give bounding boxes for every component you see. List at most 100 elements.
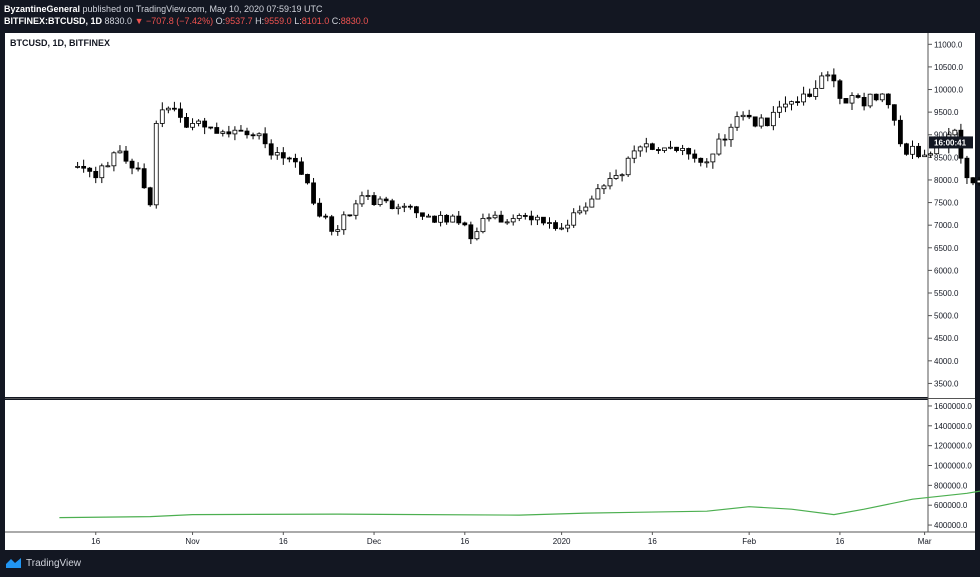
candle-body xyxy=(468,224,474,240)
candle-body xyxy=(323,215,329,218)
price-pane xyxy=(5,33,928,397)
chart-area[interactable]: BTCUSD, 1D, BITFINEX 11000.0 10500.0 10000.… xyxy=(0,30,980,550)
candle-body xyxy=(795,101,800,104)
candle-body xyxy=(710,153,716,163)
candle-body xyxy=(728,126,734,141)
candle-body xyxy=(184,117,189,128)
candle-body xyxy=(438,214,444,223)
candle-body xyxy=(522,215,528,217)
candle-body xyxy=(668,146,673,149)
candle-body xyxy=(898,119,903,145)
candle-body xyxy=(444,214,450,223)
candle-body xyxy=(879,93,885,101)
candle-body xyxy=(734,116,740,128)
candle-body xyxy=(535,216,540,221)
candle-body xyxy=(238,129,244,132)
down-arrow-icon: ▼ xyxy=(134,16,144,26)
candle-body xyxy=(758,117,764,127)
candle-body xyxy=(371,195,377,206)
candle-body xyxy=(964,157,970,179)
candle-body xyxy=(141,168,147,189)
current-price-countdown: 16:00:41 xyxy=(934,138,967,147)
candle-body xyxy=(389,200,395,210)
candle-body xyxy=(740,114,746,118)
candle-body xyxy=(262,133,268,145)
candle-body xyxy=(93,170,99,179)
open-value: 9537.7 xyxy=(225,16,253,26)
high-value: 9559.0 xyxy=(264,16,292,26)
volume-tick-label: 1000000.0 xyxy=(934,462,972,471)
candle-body xyxy=(789,101,794,105)
volume-tick-label: 800000.0 xyxy=(934,481,968,490)
indicator-pane xyxy=(5,400,928,532)
candle-body xyxy=(595,188,601,200)
candle-body xyxy=(970,177,976,184)
candle-body xyxy=(147,187,153,206)
candle-body xyxy=(801,93,806,103)
candle-body xyxy=(619,174,625,177)
candle-body xyxy=(680,148,685,151)
candle-body xyxy=(196,120,202,124)
price-tick-label: 10000.0 xyxy=(934,86,963,95)
candle-body xyxy=(649,143,655,150)
candle-body xyxy=(190,123,195,128)
candle-body xyxy=(75,165,80,168)
price-tick-label: 4000.0 xyxy=(934,357,959,366)
time-tick-label: 16 xyxy=(648,537,657,546)
author-name[interactable]: ByzantineGeneral xyxy=(4,4,81,14)
candle-body xyxy=(159,109,165,124)
time-tick-label: Feb xyxy=(742,537,756,546)
candle-body xyxy=(317,202,323,217)
candle-body xyxy=(335,229,341,232)
candle-body xyxy=(867,93,873,107)
volume-tick-label: 400000.0 xyxy=(934,521,968,530)
candle-body xyxy=(637,146,643,152)
chart-header: ByzantineGeneral published on TradingVie… xyxy=(0,0,980,30)
price-change: −707.8 (−7.42%) xyxy=(146,16,214,26)
candle-body xyxy=(686,148,692,155)
price-axis xyxy=(928,33,975,532)
candle-body xyxy=(401,205,407,208)
candle-body xyxy=(916,145,921,158)
candle-body xyxy=(450,215,456,223)
candle-body xyxy=(153,123,159,206)
price-tick-label: 5000.0 xyxy=(934,312,959,321)
candle-body xyxy=(129,160,135,169)
candle-body xyxy=(407,205,413,208)
price-tick-label: 8000.0 xyxy=(934,176,959,185)
candle-body xyxy=(891,104,897,121)
price-tick-label: 9500.0 xyxy=(934,108,959,117)
candle-body xyxy=(831,74,837,82)
candle-body xyxy=(904,143,909,155)
candle-body xyxy=(607,178,613,187)
chart-svg[interactable]: BTCUSD, 1D, BITFINEX 11000.0 10500.0 10000.… xyxy=(0,30,980,550)
time-tick-label: 16 xyxy=(91,537,100,546)
candle-body xyxy=(928,153,934,156)
candle-body xyxy=(504,221,510,224)
candle-body xyxy=(456,215,462,224)
price-tick-label: 11000.0 xyxy=(934,40,963,49)
time-tick-label: Dec xyxy=(367,537,381,546)
candle-body xyxy=(565,224,571,229)
candle-body xyxy=(692,153,698,159)
candle-body xyxy=(631,150,637,159)
candle-body xyxy=(577,210,583,214)
candle-body xyxy=(111,152,117,167)
low-label: L: xyxy=(294,16,302,26)
close-value: 8830.0 xyxy=(340,16,369,26)
candle-body xyxy=(656,149,661,151)
open-label: O: xyxy=(215,16,226,26)
candle-body xyxy=(299,161,304,175)
candle-body xyxy=(849,95,855,104)
candle-body xyxy=(329,216,335,232)
candle-body xyxy=(510,218,516,223)
candle-body xyxy=(976,179,980,184)
candle-body xyxy=(547,222,552,224)
candle-body xyxy=(855,95,861,98)
candle-body xyxy=(202,120,208,128)
low-value: 8101.0 xyxy=(301,16,330,26)
time-tick-label: 16 xyxy=(460,537,469,546)
candle-body xyxy=(99,165,105,179)
candle-body xyxy=(474,231,480,240)
brand-name[interactable]: TradingView xyxy=(26,558,82,569)
